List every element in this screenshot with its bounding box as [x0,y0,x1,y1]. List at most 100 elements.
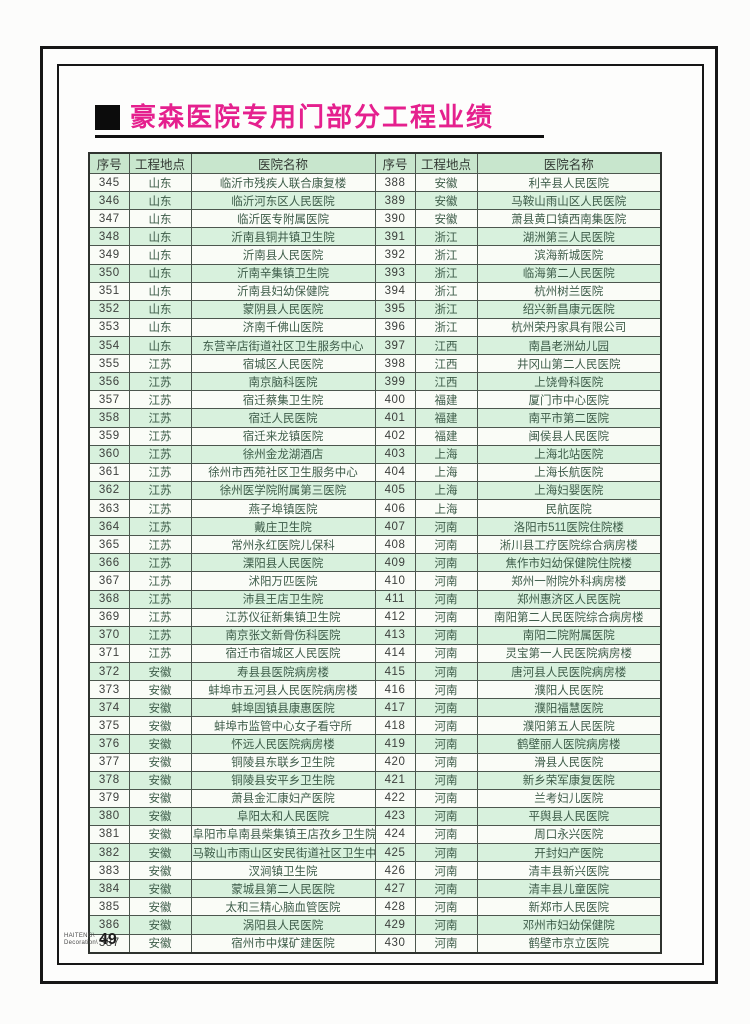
hospital-name-cell: 蚌埠固镇县康惠医院 [190,698,376,718]
hospital-name-cell: 南京张文新骨伤科医院 [190,625,376,645]
page-title-block: 豪森医院专用门部分工程业绩 [95,103,544,139]
table-row: 357 江苏 宿迁蔡集卫生院 400 福建 厦门市中心医院 [88,390,662,410]
location-cell: 安徽 [128,680,192,700]
location-cell: 河南 [414,770,478,790]
brand-line-2: Decoration\ [64,940,98,947]
hospital-name-cell: 上饶骨科医院 [476,372,662,392]
table-row: 361 江苏 徐州市西苑社区卫生服务中心 404 上海 上海长航医院 [88,462,662,482]
serial-cell: 418 [374,716,416,736]
serial-cell: 408 [374,535,416,555]
table-row: 368 江苏 沛县王店卫生院 411 河南 郑州惠济区人民医院 [88,589,662,609]
location-cell: 河南 [414,843,478,863]
hospital-name-cell: 湖洲第三人民医院 [476,227,662,247]
serial-cell: 424 [374,824,416,845]
serial-cell: 370 [88,625,130,645]
location-cell: 江西 [414,354,478,374]
serial-cell: 423 [374,806,416,826]
brand-wordmark: HAITENG\ Decoration\ [64,933,98,947]
hospital-name-cell: 沛县王店卫生院 [190,589,376,609]
serial-cell: 417 [374,698,416,718]
table-row: 370 江苏 南京张文新骨伤科医院 413 河南 南阳二院附属医院 [88,625,662,645]
table-row: 374 安徽 蚌埠固镇县康惠医院 417 河南 濮阳福慧医院 [88,698,662,718]
serial-cell: 349 [88,245,130,265]
location-cell: 江苏 [128,426,192,446]
hospital-name-cell: 萧县金汇康妇产医院 [190,788,376,808]
location-cell: 江苏 [128,571,192,591]
hospital-name-cell: 燕子埠镇医院 [190,498,376,519]
table-header-row: 序号 工程地点 医院名称 序号 工程地点 医院名称 [88,152,662,174]
location-cell: 安徽 [128,824,192,845]
table-row: 367 江苏 沭阳万匹医院 410 河南 郑州一附院外科病房楼 [88,571,662,591]
location-cell: 安徽 [128,915,192,935]
location-cell: 安徽 [128,806,192,826]
hospital-name-cell: 平舆县人民医院 [476,806,662,826]
hospital-name-cell: 宿迁人民医院 [190,408,376,428]
table-row: 360 江苏 徐州金龙湖酒店 403 上海 上海北站医院 [88,444,662,464]
serial-cell: 412 [374,607,416,627]
hospital-name-cell: 南昌老洲幼儿园 [476,335,662,356]
table-row: 347 山东 临沂医专附属医院 390 安徽 萧县黄口镇西南集医院 [88,209,662,229]
table-row: 355 江苏 宿城区人民医院 398 江西 井冈山第二人民医院 [88,354,662,374]
location-cell: 江苏 [128,354,192,374]
location-cell: 江西 [414,372,478,392]
table-row: 352 山东 蒙阴县人民医院 395 浙江 绍兴新昌康元医院 [88,299,662,319]
location-cell: 上海 [414,462,478,482]
location-cell: 河南 [414,879,478,899]
table-row: 377 安徽 铜陵县东联乡卫生院 420 河南 滑县人民医院 [88,752,662,772]
location-cell: 江苏 [128,372,192,392]
location-cell: 河南 [414,824,478,845]
serial-cell: 373 [88,680,130,700]
serial-cell: 428 [374,897,416,917]
column-header: 医院名称 [190,152,376,174]
serial-cell: 426 [374,861,416,881]
serial-cell: 356 [88,372,130,392]
hospital-name-cell: 清丰县儿童医院 [476,879,662,899]
location-cell: 安徽 [128,843,192,863]
table-row: 381 安徽 阜阳市阜南县柴集镇王店孜乡卫生院 424 河南 周口永兴医院 [88,824,662,845]
hospital-name-cell: 铜陵县安平乡卫生院 [190,770,376,790]
hospital-name-cell: 宿迁市宿城区人民医院 [190,643,376,663]
brand-line-1: HAITENG\ [64,933,95,940]
location-cell: 安徽 [128,788,192,808]
location-cell: 福建 [414,426,478,446]
hospital-name-cell: 马鞍山雨山区人民医院 [476,191,662,211]
location-cell: 山东 [128,263,192,283]
location-cell: 河南 [414,698,478,718]
serial-cell: 391 [374,227,416,247]
location-cell: 江苏 [128,625,192,645]
hospital-name-cell: 溧阳县人民医院 [190,553,376,573]
location-cell: 江西 [414,335,478,356]
serial-cell: 403 [374,444,416,464]
hospital-name-cell: 上海长航医院 [476,462,662,482]
serial-cell: 377 [88,752,130,772]
location-cell: 福建 [414,408,478,428]
serial-cell: 399 [374,372,416,392]
serial-cell: 363 [88,498,130,519]
location-cell: 河南 [414,625,478,645]
hospital-name-cell: 兰考妇儿医院 [476,788,662,808]
location-cell: 江苏 [128,643,192,663]
serial-cell: 368 [88,589,130,609]
table-row: 386 安徽 涡阳县人民医院 429 河南 邓州市妇幼保健院 [88,915,662,935]
location-cell: 河南 [414,716,478,736]
serial-cell: 347 [88,209,130,229]
location-cell: 福建 [414,390,478,410]
serial-cell: 379 [88,788,130,808]
title-bullet-square-icon [95,105,120,131]
location-cell: 山东 [128,299,192,319]
serial-cell: 388 [374,172,416,193]
hospital-name-cell: 蚌埠市监管中心女子看守所 [190,716,376,736]
hospital-name-cell: 宿州市中煤矿建医院 [190,933,376,954]
location-cell: 河南 [414,788,478,808]
serial-cell: 366 [88,553,130,573]
table-body: 345 山东 临沂市残疾人联合康复楼 388 安徽 利辛县人民医院 346 山东 临沂河东区人民… [88,172,662,954]
serial-cell: 430 [374,933,416,954]
serial-cell: 365 [88,535,130,555]
location-cell: 安徽 [128,716,192,736]
serial-cell: 352 [88,299,130,319]
hospital-name-cell: 井冈山第二人民医院 [476,354,662,374]
location-cell: 河南 [414,861,478,881]
hospital-name-cell: 郑州惠济区人民医院 [476,589,662,609]
location-cell: 山东 [128,245,192,265]
location-cell: 山东 [128,335,192,356]
